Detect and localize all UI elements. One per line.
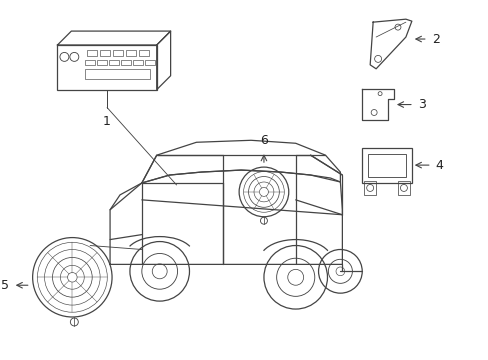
Bar — [57, 45, 157, 90]
Bar — [364, 181, 375, 195]
Bar — [397, 181, 409, 195]
Text: 6: 6 — [260, 134, 267, 147]
Bar — [85, 60, 95, 65]
Bar — [87, 50, 97, 56]
Bar — [97, 60, 107, 65]
Text: 3: 3 — [417, 98, 425, 111]
Bar — [113, 50, 122, 56]
Text: 5: 5 — [1, 279, 9, 292]
Bar — [139, 50, 148, 56]
Bar — [367, 154, 405, 177]
Bar — [126, 50, 136, 56]
Bar — [133, 60, 142, 65]
Bar — [121, 60, 131, 65]
Bar — [144, 60, 154, 65]
Bar — [85, 69, 149, 79]
Bar — [362, 148, 411, 183]
Text: 4: 4 — [435, 159, 443, 172]
Bar — [100, 50, 110, 56]
Text: 1: 1 — [103, 116, 111, 129]
Text: 2: 2 — [431, 32, 439, 45]
Bar — [109, 60, 119, 65]
